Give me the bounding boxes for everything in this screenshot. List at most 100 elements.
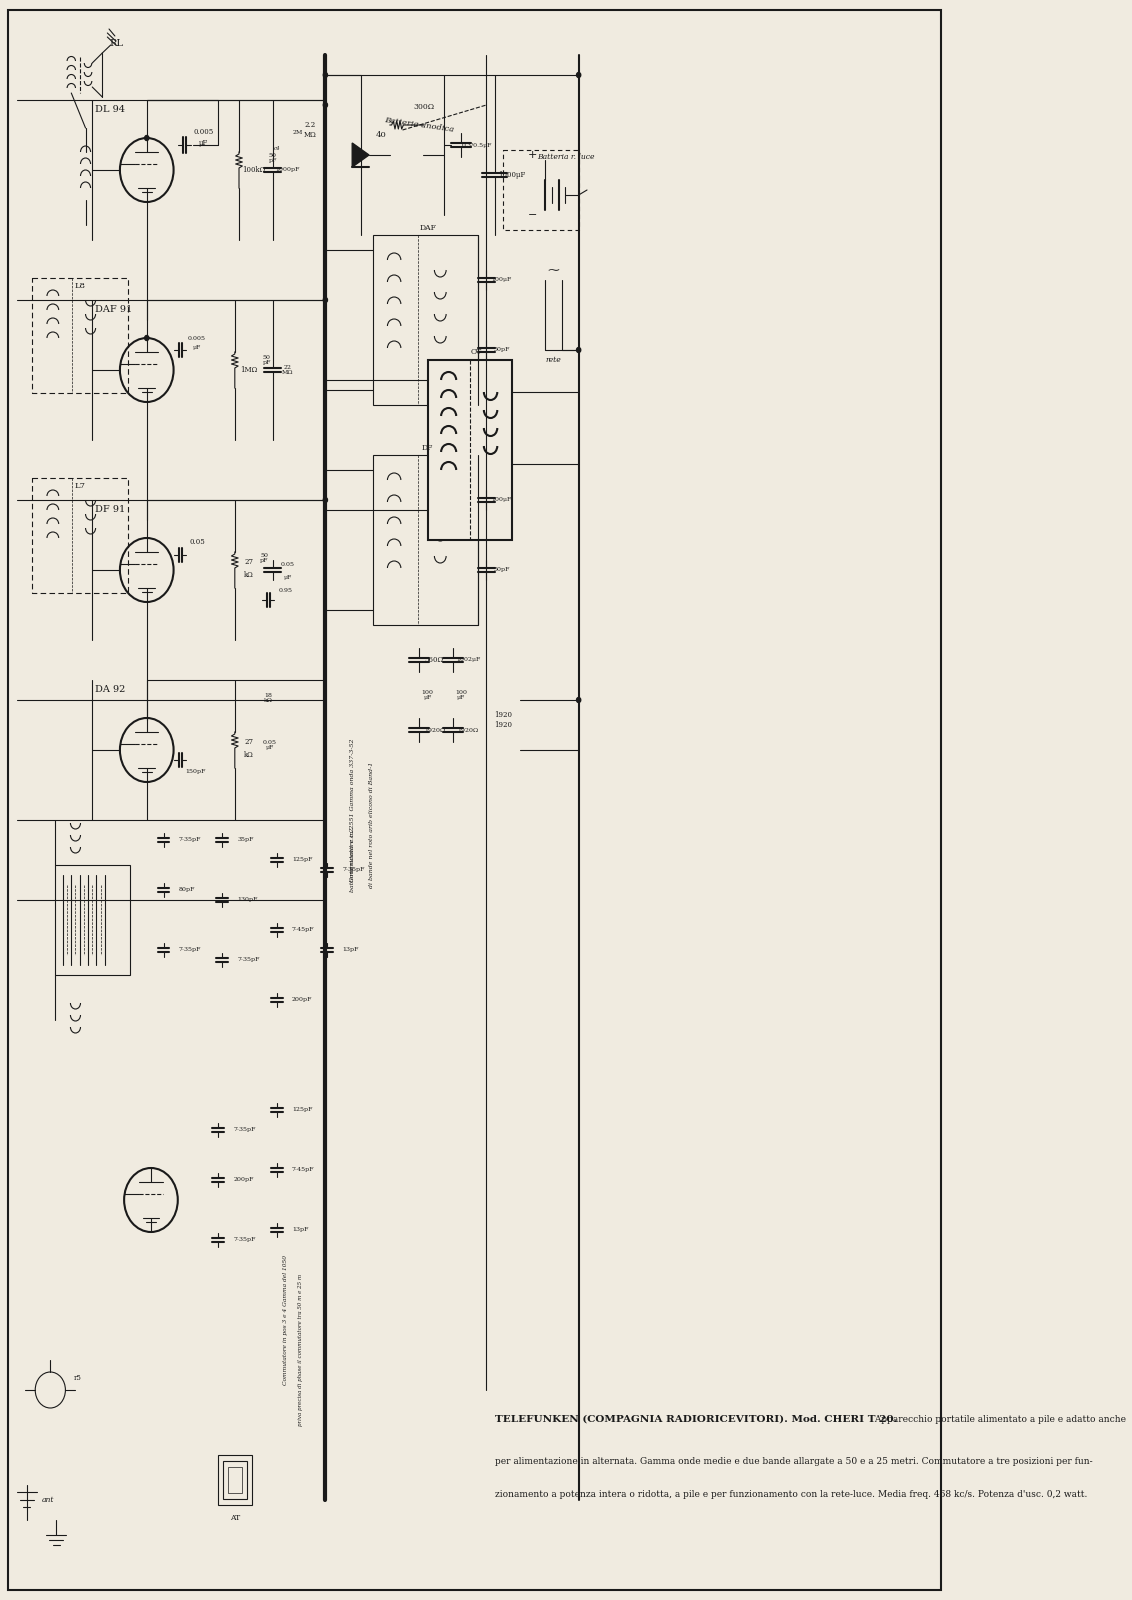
Bar xyxy=(223,1461,247,1499)
Text: 7·35pF: 7·35pF xyxy=(179,837,201,843)
Text: AT: AT xyxy=(230,1514,240,1522)
Text: 2M: 2M xyxy=(292,130,303,134)
Bar xyxy=(32,478,128,594)
Text: DF 91: DF 91 xyxy=(95,506,125,515)
Polygon shape xyxy=(352,142,369,166)
Text: 27: 27 xyxy=(245,558,254,566)
Text: 0.3/0.5μF: 0.3/0.5μF xyxy=(461,142,491,147)
Text: 50pF: 50pF xyxy=(494,347,509,352)
Text: 0.005: 0.005 xyxy=(194,128,214,136)
Text: 0.05: 0.05 xyxy=(189,538,205,546)
Text: 35pF: 35pF xyxy=(238,837,254,843)
Text: 13pF: 13pF xyxy=(292,1227,308,1232)
Text: 50
pF: 50 pF xyxy=(263,355,271,365)
Text: 100
μF: 100 μF xyxy=(422,690,434,701)
Bar xyxy=(374,235,478,405)
Text: 50
pF: 50 pF xyxy=(268,152,276,163)
Text: 1920Ω: 1920Ω xyxy=(423,728,445,733)
Text: 0.005: 0.005 xyxy=(188,336,206,341)
Text: 100μF: 100μF xyxy=(491,498,512,502)
Text: rete: rete xyxy=(546,357,561,365)
Text: 1920Ω: 1920Ω xyxy=(457,728,479,733)
Text: 150pF: 150pF xyxy=(186,770,206,774)
Text: Batteria anodica: Batteria anodica xyxy=(384,117,455,134)
Text: zionamento a potenza intera o ridotta, a pile e per funzionamento con la rete-lu: zionamento a potenza intera o ridotta, a… xyxy=(495,1490,1087,1499)
Text: 200pF: 200pF xyxy=(292,997,312,1003)
Text: batteria ricevit c.c.2: batteria ricevit c.c.2 xyxy=(350,827,354,893)
Text: 50
pF: 50 pF xyxy=(260,552,268,563)
Text: 7·45pF: 7·45pF xyxy=(292,928,315,933)
Text: 200pF: 200pF xyxy=(233,1178,254,1182)
Text: −: − xyxy=(528,210,538,219)
Text: kΩ: kΩ xyxy=(245,571,254,579)
Text: 1MΩ: 1MΩ xyxy=(240,366,258,374)
Circle shape xyxy=(145,136,148,141)
Text: L8: L8 xyxy=(75,282,85,290)
Text: 560Ω: 560Ω xyxy=(424,656,444,664)
Text: OT: OT xyxy=(471,349,482,357)
Circle shape xyxy=(324,298,327,302)
Circle shape xyxy=(324,498,327,502)
Text: 18
kΩ: 18 kΩ xyxy=(264,693,273,704)
Circle shape xyxy=(576,347,581,352)
Text: 7·35pF: 7·35pF xyxy=(342,867,365,872)
Circle shape xyxy=(324,72,327,77)
Text: 7·35pF: 7·35pF xyxy=(179,947,201,952)
Text: DAF 91: DAF 91 xyxy=(95,306,132,315)
Text: DA 92: DA 92 xyxy=(95,685,126,694)
Text: 1920
1920: 1920 1920 xyxy=(495,712,512,728)
Text: RL: RL xyxy=(109,38,123,48)
Circle shape xyxy=(35,1371,66,1408)
Text: MΩ: MΩ xyxy=(303,131,317,139)
Text: 100kΩ: 100kΩ xyxy=(242,166,266,174)
Text: DAF: DAF xyxy=(419,224,436,232)
Text: μF: μF xyxy=(199,139,208,147)
Text: 0.95: 0.95 xyxy=(278,587,292,592)
Text: μF: μF xyxy=(283,576,292,581)
Circle shape xyxy=(145,336,148,341)
Text: di bande nel roto arib elicono di Band-1: di bande nel roto arib elicono di Band-1 xyxy=(369,762,374,888)
Text: per alimentazione in alternata. Gamma onde medie e due bande allargate a 50 e a : per alimentazione in alternata. Gamma on… xyxy=(495,1458,1092,1466)
Circle shape xyxy=(576,698,581,702)
Text: 0.05
μF: 0.05 μF xyxy=(263,739,277,750)
Text: kΩ: kΩ xyxy=(245,750,254,758)
Bar xyxy=(54,866,130,974)
Text: 7·35pF: 7·35pF xyxy=(233,1237,256,1243)
Text: 1000pF: 1000pF xyxy=(275,168,300,173)
Text: 50pF: 50pF xyxy=(494,568,509,573)
Text: 0.05: 0.05 xyxy=(281,563,294,568)
Circle shape xyxy=(576,72,581,77)
Text: 7·45pF: 7·45pF xyxy=(292,1168,315,1173)
Text: 2.2: 2.2 xyxy=(305,122,316,130)
Text: 130pF: 130pF xyxy=(238,898,258,902)
Bar xyxy=(218,1454,251,1506)
Text: 125pF: 125pF xyxy=(292,858,312,862)
Text: r5: r5 xyxy=(74,1374,82,1382)
Text: Batteria r. luce: Batteria r. luce xyxy=(538,154,594,162)
Text: ~: ~ xyxy=(547,261,560,278)
Text: ant: ant xyxy=(42,1496,54,1504)
Text: 100
μF: 100 μF xyxy=(455,690,468,701)
Text: c4: c4 xyxy=(274,146,280,150)
Text: 125pF: 125pF xyxy=(292,1107,312,1112)
Text: 300Ω: 300Ω xyxy=(413,102,434,110)
Text: 27: 27 xyxy=(245,738,254,746)
Text: 40: 40 xyxy=(376,131,386,139)
Text: 80pF: 80pF xyxy=(179,888,195,893)
Bar xyxy=(503,150,578,230)
Text: 13pF: 13pF xyxy=(342,947,359,952)
Text: 7·35pF: 7·35pF xyxy=(233,1128,256,1133)
Text: L7: L7 xyxy=(75,482,85,490)
Text: 22
MΩ: 22 MΩ xyxy=(282,365,293,376)
Text: Commutatore in pos 3 e 4 Gamma del 1050: Commutatore in pos 3 e 4 Gamma del 1050 xyxy=(283,1254,288,1386)
Text: DL 94: DL 94 xyxy=(95,106,125,115)
Text: priva precisa di phase il commutatore tra 50 m e 25 m: priva precisa di phase il commutatore tr… xyxy=(298,1274,302,1426)
Text: TELEFUNKEN (COMPAGNIA RADIORICEVITORI). Mod. CHERI T 20.: TELEFUNKEN (COMPAGNIA RADIORICEVITORI). … xyxy=(495,1414,898,1424)
Bar xyxy=(229,1467,241,1493)
Bar xyxy=(32,278,128,394)
Text: μF: μF xyxy=(192,346,201,350)
Bar xyxy=(374,454,478,626)
Text: Commutatore in 2551 Gamma onda 337-3-52: Commutatore in 2551 Gamma onda 337-3-52 xyxy=(350,738,354,882)
Circle shape xyxy=(324,102,327,107)
Text: 7·35pF: 7·35pF xyxy=(238,957,259,963)
